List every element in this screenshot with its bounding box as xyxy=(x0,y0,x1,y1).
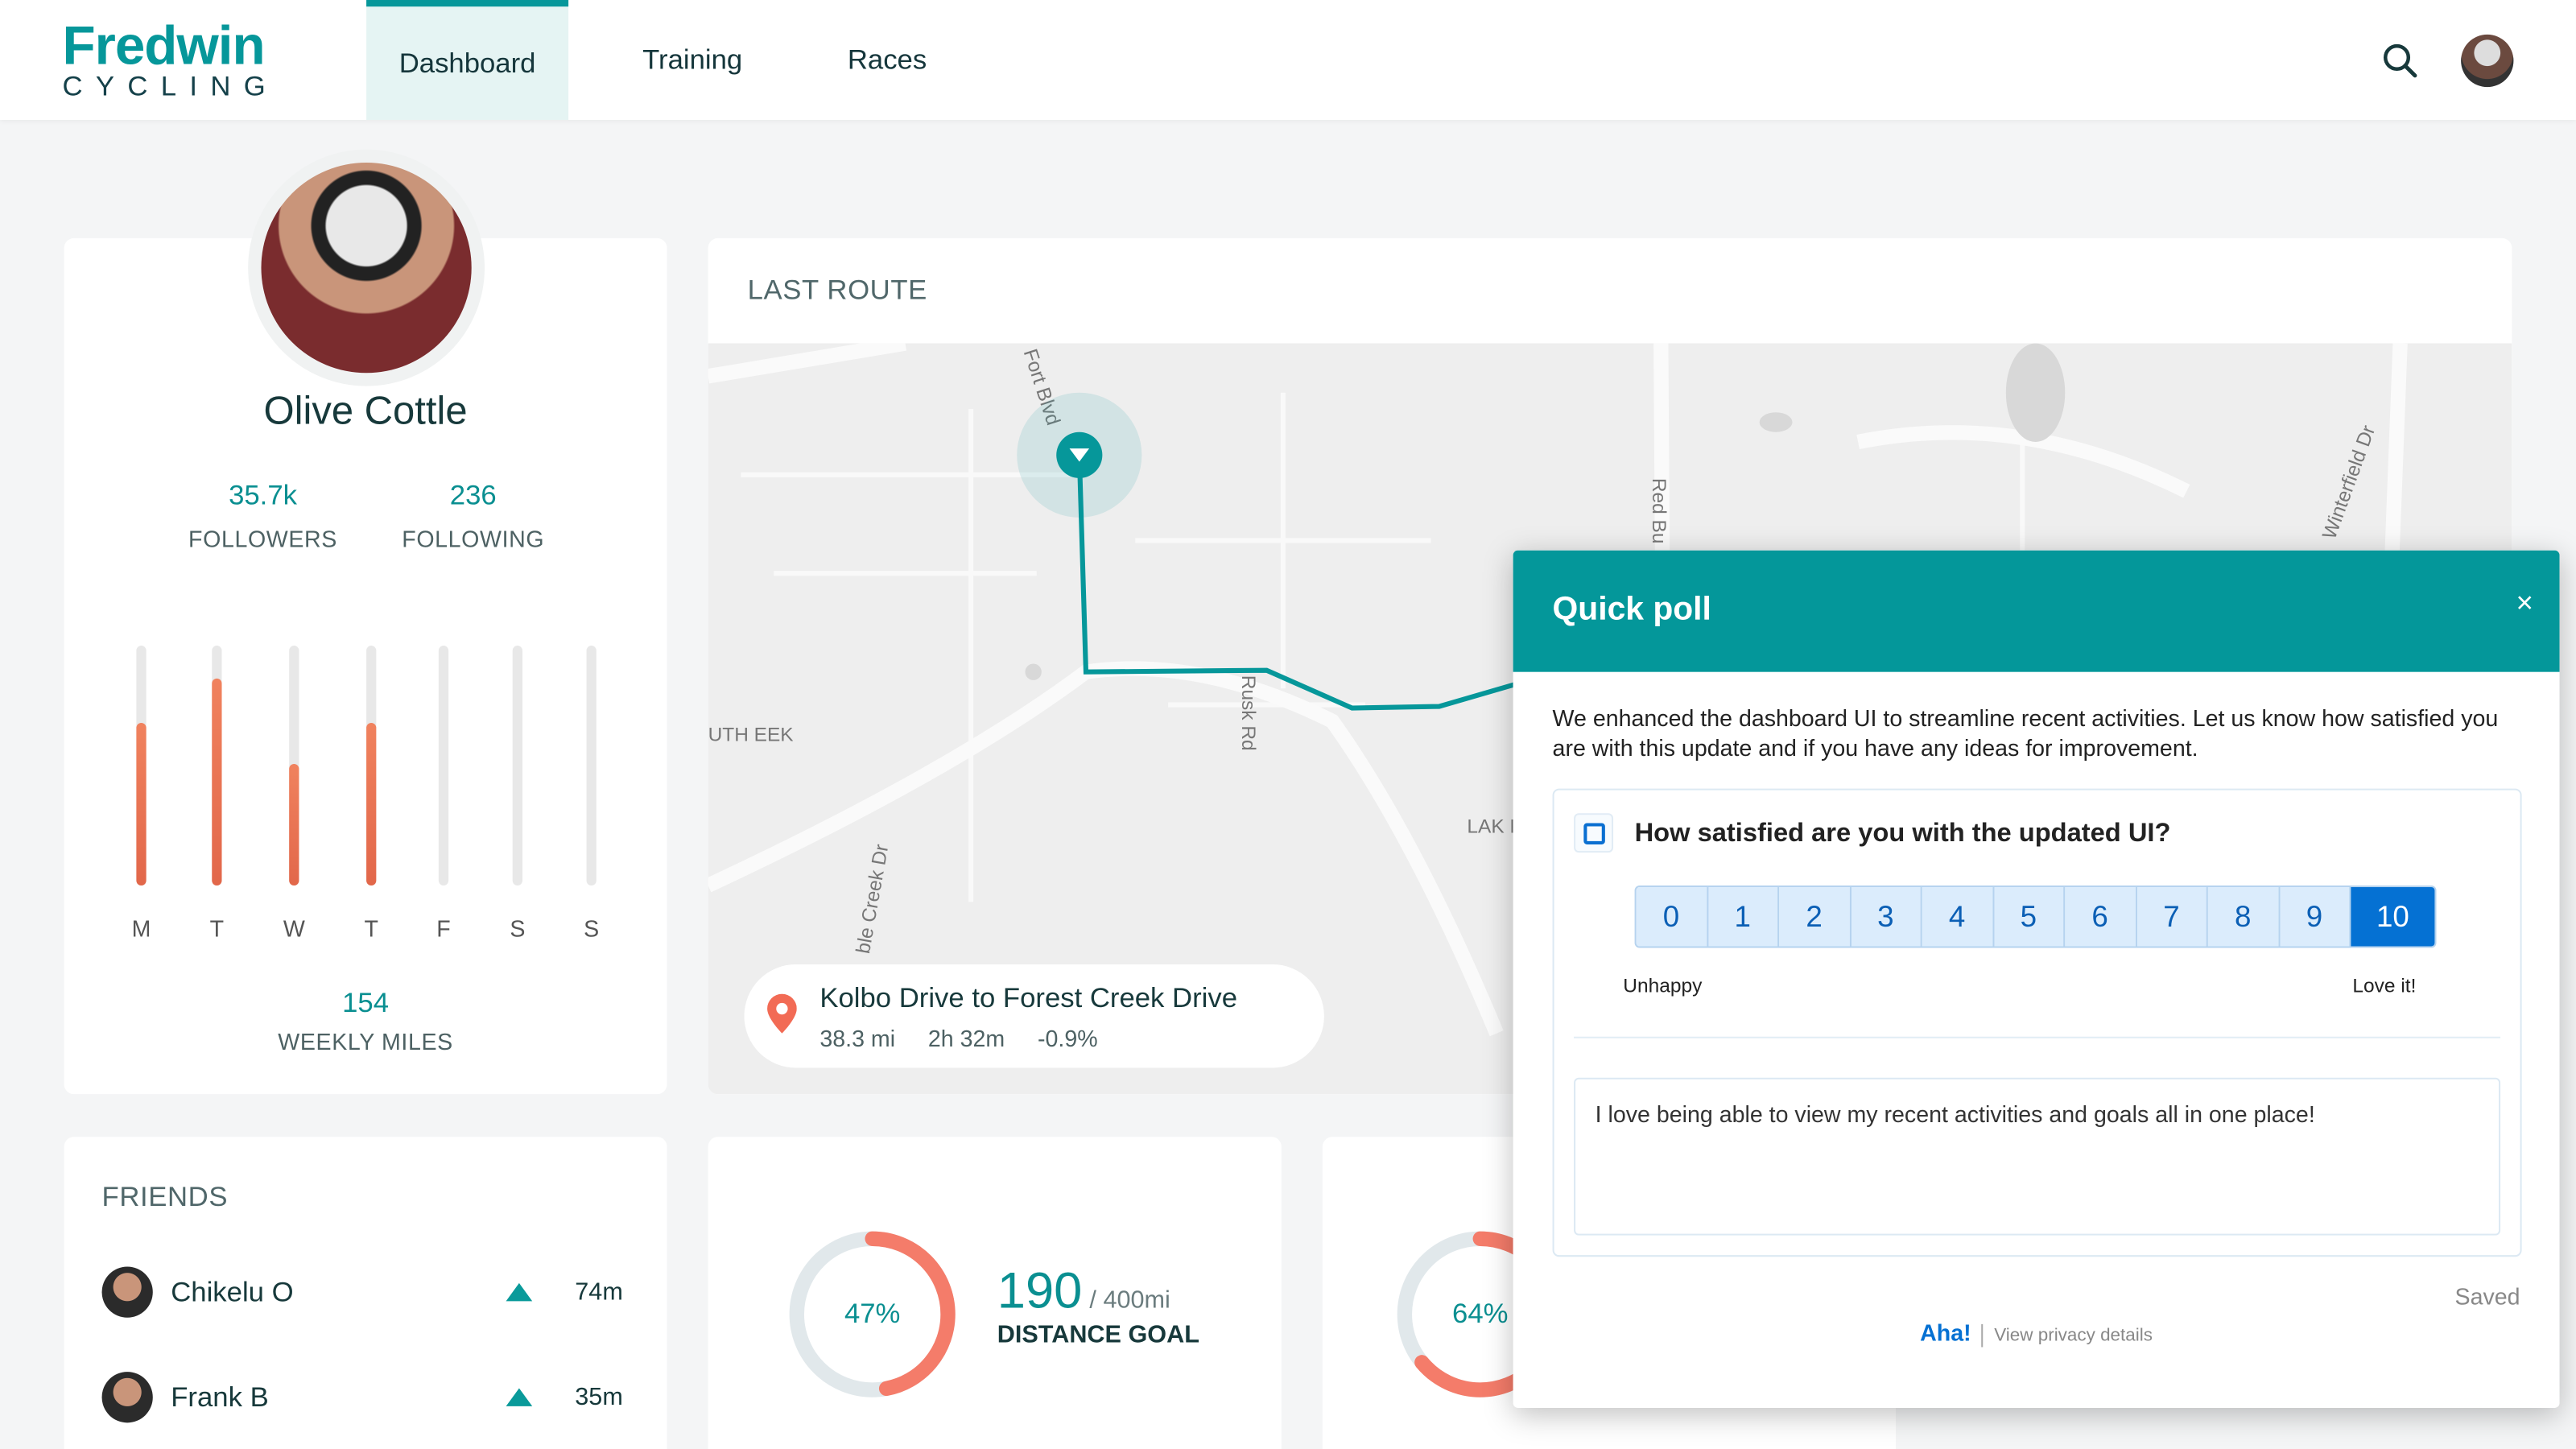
profile-name: Olive Cottle xyxy=(263,389,468,434)
day-label: S xyxy=(510,914,526,942)
logo-text: Fredwin xyxy=(62,14,266,76)
profile-photo xyxy=(261,163,472,374)
poll-title: Quick poll xyxy=(1552,591,1711,628)
poll-question: How satisfied are you with the updated U… xyxy=(1634,819,2171,848)
rating-option-6[interactable]: 6 xyxy=(2065,887,2137,947)
save-status: Saved xyxy=(2454,1282,2520,1310)
followers-count[interactable]: 35.7k xyxy=(229,479,297,511)
rating-option-7[interactable]: 7 xyxy=(2136,887,2208,947)
rating-option-8[interactable]: 8 xyxy=(2207,887,2280,947)
map-label: Rusk Rd xyxy=(1237,675,1259,751)
rating-option-1[interactable]: 1 xyxy=(1707,887,1780,947)
route-distance: 38.3 mi xyxy=(819,1025,896,1052)
rating-scale: 0 1 2 3 4 5 6 7 8 9 10 xyxy=(1634,885,2437,948)
nav-training[interactable]: Training xyxy=(642,43,743,75)
search-icon[interactable] xyxy=(2382,43,2418,79)
weekly-miles-label: WEEKLY MILES xyxy=(278,1028,453,1055)
following-count[interactable]: 236 xyxy=(449,479,497,511)
friend-avatar xyxy=(101,1266,153,1318)
weekly-bar xyxy=(586,646,597,886)
poll-question-box: How satisfied are you with the updated U… xyxy=(1552,788,2522,1257)
rating-option-4[interactable]: 4 xyxy=(1922,887,1994,947)
rating-option-2[interactable]: 2 xyxy=(1779,887,1851,947)
poll-description: We enhanced the dashboard UI to streamli… xyxy=(1552,704,2499,761)
map-label: Red Bu xyxy=(1648,478,1670,544)
poll-header: Quick poll × xyxy=(1513,550,2560,672)
distance-goal-ring xyxy=(789,1231,956,1397)
scale-low-label: Unhappy xyxy=(1623,974,1703,997)
rating-option-5[interactable]: 5 xyxy=(1993,887,2066,947)
location-pin-icon xyxy=(767,993,797,1034)
aha-logo[interactable]: Aha! xyxy=(1920,1319,1971,1346)
followers-label: FOLLOWERS xyxy=(188,526,337,552)
friends-title: FRIENDS xyxy=(101,1181,229,1213)
weekly-bar xyxy=(438,646,449,886)
route-grade: -0.9% xyxy=(1038,1025,1098,1052)
friend-name: Chikelu O xyxy=(171,1275,294,1307)
weekly-bar-fill xyxy=(366,722,377,886)
route-summary[interactable]: Kolbo Drive to Forest Creek Drive 38.3 m… xyxy=(744,964,1324,1068)
scale-high-label: Love it! xyxy=(2352,974,2417,997)
friends-card: FRIENDS xyxy=(64,1137,667,1449)
top-navbar: Fredwin CYCLING Dashboard Training Races xyxy=(0,0,2576,120)
friend-avatar xyxy=(101,1372,153,1423)
last-route-title: LAST ROUTE xyxy=(747,274,927,306)
nav-races[interactable]: Races xyxy=(847,43,927,75)
weekly-bar-fill xyxy=(289,763,299,886)
friend-time: 35m xyxy=(575,1383,623,1412)
weekly-bar xyxy=(136,646,147,886)
weekly-bar-fill xyxy=(136,722,147,886)
weekly-bar xyxy=(366,646,377,886)
arrow-up-icon xyxy=(506,1282,533,1302)
distance-goal-label: DISTANCE GOAL xyxy=(997,1320,1199,1349)
divider xyxy=(1574,1036,2501,1038)
day-label: S xyxy=(584,914,600,942)
friend-name: Frank B xyxy=(171,1381,269,1413)
logo[interactable]: Fredwin CYCLING xyxy=(62,14,279,102)
rating-option-3[interactable]: 3 xyxy=(1850,887,1922,947)
friend-item[interactable]: Frank B 35m xyxy=(101,1372,628,1423)
route-duration: 2h 32m xyxy=(927,1025,1005,1052)
privacy-link[interactable]: View privacy details xyxy=(1994,1325,2153,1346)
map-label: UTH EEK xyxy=(708,724,795,745)
day-label: T xyxy=(209,914,225,942)
day-label: W xyxy=(283,914,305,942)
nav-dashboard[interactable]: Dashboard xyxy=(366,0,569,120)
goal-percent-2: 64% xyxy=(1452,1298,1509,1330)
rating-option-9[interactable]: 9 xyxy=(2279,887,2351,947)
weekly-bar xyxy=(512,646,522,886)
day-label: F xyxy=(436,914,451,942)
weekly-bar xyxy=(212,646,222,886)
comment-textarea[interactable]: I love being able to view my recent acti… xyxy=(1574,1077,2501,1236)
quick-poll-dialog: Quick poll × We enhanced the dashboard U… xyxy=(1513,550,2560,1408)
day-label: M xyxy=(131,914,151,942)
distance-goal-percent: 47% xyxy=(844,1298,901,1330)
close-icon[interactable]: × xyxy=(2516,586,2533,620)
bar-chart-icon xyxy=(1574,813,1614,853)
weekly-bar-fill xyxy=(212,679,222,886)
rating-option-10[interactable]: 10 xyxy=(2351,887,2435,947)
arrow-up-icon xyxy=(506,1388,533,1406)
logo-subtext: CYCLING xyxy=(62,70,279,102)
friend-time: 74m xyxy=(575,1278,623,1307)
following-label: FOLLOWING xyxy=(402,526,545,552)
profile-card xyxy=(64,237,667,1095)
friend-item[interactable]: Chikelu O 74m xyxy=(101,1266,628,1318)
distance-goal-card: 47% 190 / 400mi DISTANCE GOAL xyxy=(708,1137,1282,1449)
rating-option-0[interactable]: 0 xyxy=(1636,887,1708,947)
distance-goal-value: 190 xyxy=(997,1261,1083,1319)
weekly-bar xyxy=(289,646,299,886)
distance-goal-target: / 400mi xyxy=(1089,1286,1170,1315)
weekly-miles-value: 154 xyxy=(342,987,390,1019)
route-name: Kolbo Drive to Forest Creek Drive xyxy=(819,982,1238,1014)
day-label: T xyxy=(364,914,378,942)
user-avatar[interactable] xyxy=(2461,34,2514,88)
